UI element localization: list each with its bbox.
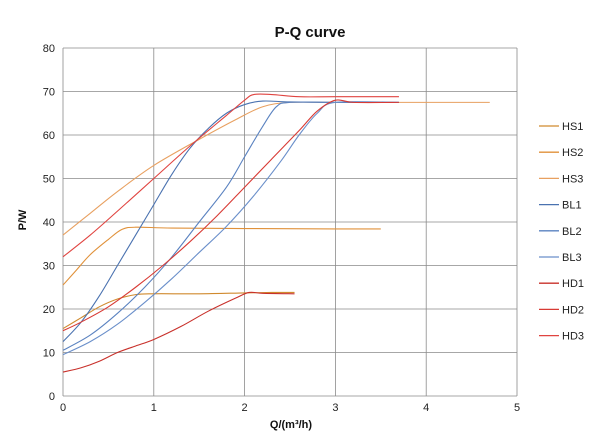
series-line-hd1	[62, 291, 295, 373]
legend-label-hd1: HD1	[562, 278, 584, 290]
x-tick-labels: 0 1 2 3 4 5	[60, 402, 520, 414]
legend-label-hs2: HS2	[562, 147, 583, 159]
y-tick-30: 30	[43, 261, 55, 273]
y-tick-20: 20	[43, 304, 55, 316]
series-line-hs3	[62, 101, 490, 236]
grid-layer	[62, 47, 518, 397]
x-tick-1: 1	[151, 402, 157, 414]
series-line-hd3	[62, 93, 399, 258]
y-axis-label: P/W	[17, 209, 29, 230]
legend-label-bl1: BL1	[562, 200, 582, 212]
x-axis-label: Q/(m³/h)	[270, 419, 312, 431]
y-tick-50: 50	[43, 174, 55, 186]
x-tick-4: 4	[423, 402, 429, 414]
series-line-bl3	[62, 101, 399, 356]
x-tick-5: 5	[514, 402, 520, 414]
y-tick-80: 80	[43, 43, 55, 55]
legend-label-hs1: HS1	[562, 121, 583, 133]
legend-label-hd2: HD2	[562, 304, 584, 316]
legend: HS1 HS2 HS3 BL1 BL2 BL3 HD1 HD2 HD3	[539, 121, 584, 343]
x-tick-0: 0	[60, 402, 66, 414]
y-tick-0: 0	[49, 391, 55, 403]
x-tick-3: 3	[332, 402, 338, 414]
series-line-hd2	[62, 99, 399, 332]
legend-label-hs3: HS3	[562, 173, 583, 185]
series-line-bl1	[62, 100, 399, 343]
series-line-hs2	[62, 226, 381, 286]
y-tick-10: 10	[43, 348, 55, 360]
y-tick-60: 60	[43, 130, 55, 142]
series-lines	[62, 93, 490, 373]
y-tick-70: 70	[43, 87, 55, 99]
legend-label-bl2: BL2	[562, 226, 582, 238]
y-tick-labels: 0 10 20 30 40 50 60 70 80	[43, 43, 55, 403]
legend-label-bl3: BL3	[562, 252, 582, 264]
series-line-bl2	[62, 101, 399, 351]
legend-label-hd3: HD3	[562, 331, 584, 343]
y-tick-40: 40	[43, 217, 55, 229]
x-tick-2: 2	[242, 402, 248, 414]
chart-title: P-Q curve	[275, 24, 346, 41]
